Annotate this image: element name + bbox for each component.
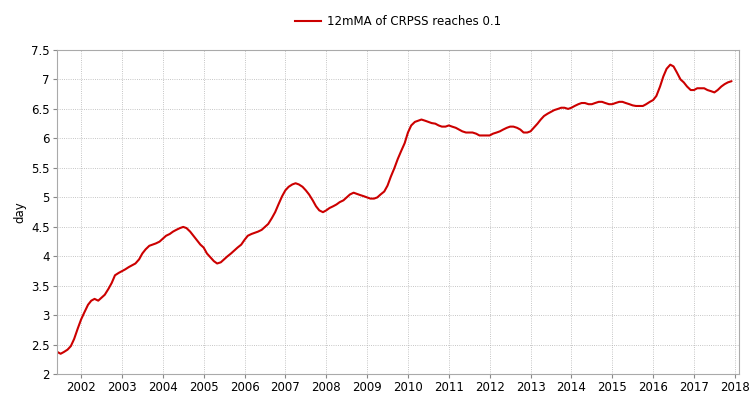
- Y-axis label: day: day: [14, 201, 27, 223]
- Legend: 12mMA of CRPSS reaches 0.1: 12mMA of CRPSS reaches 0.1: [290, 10, 505, 33]
